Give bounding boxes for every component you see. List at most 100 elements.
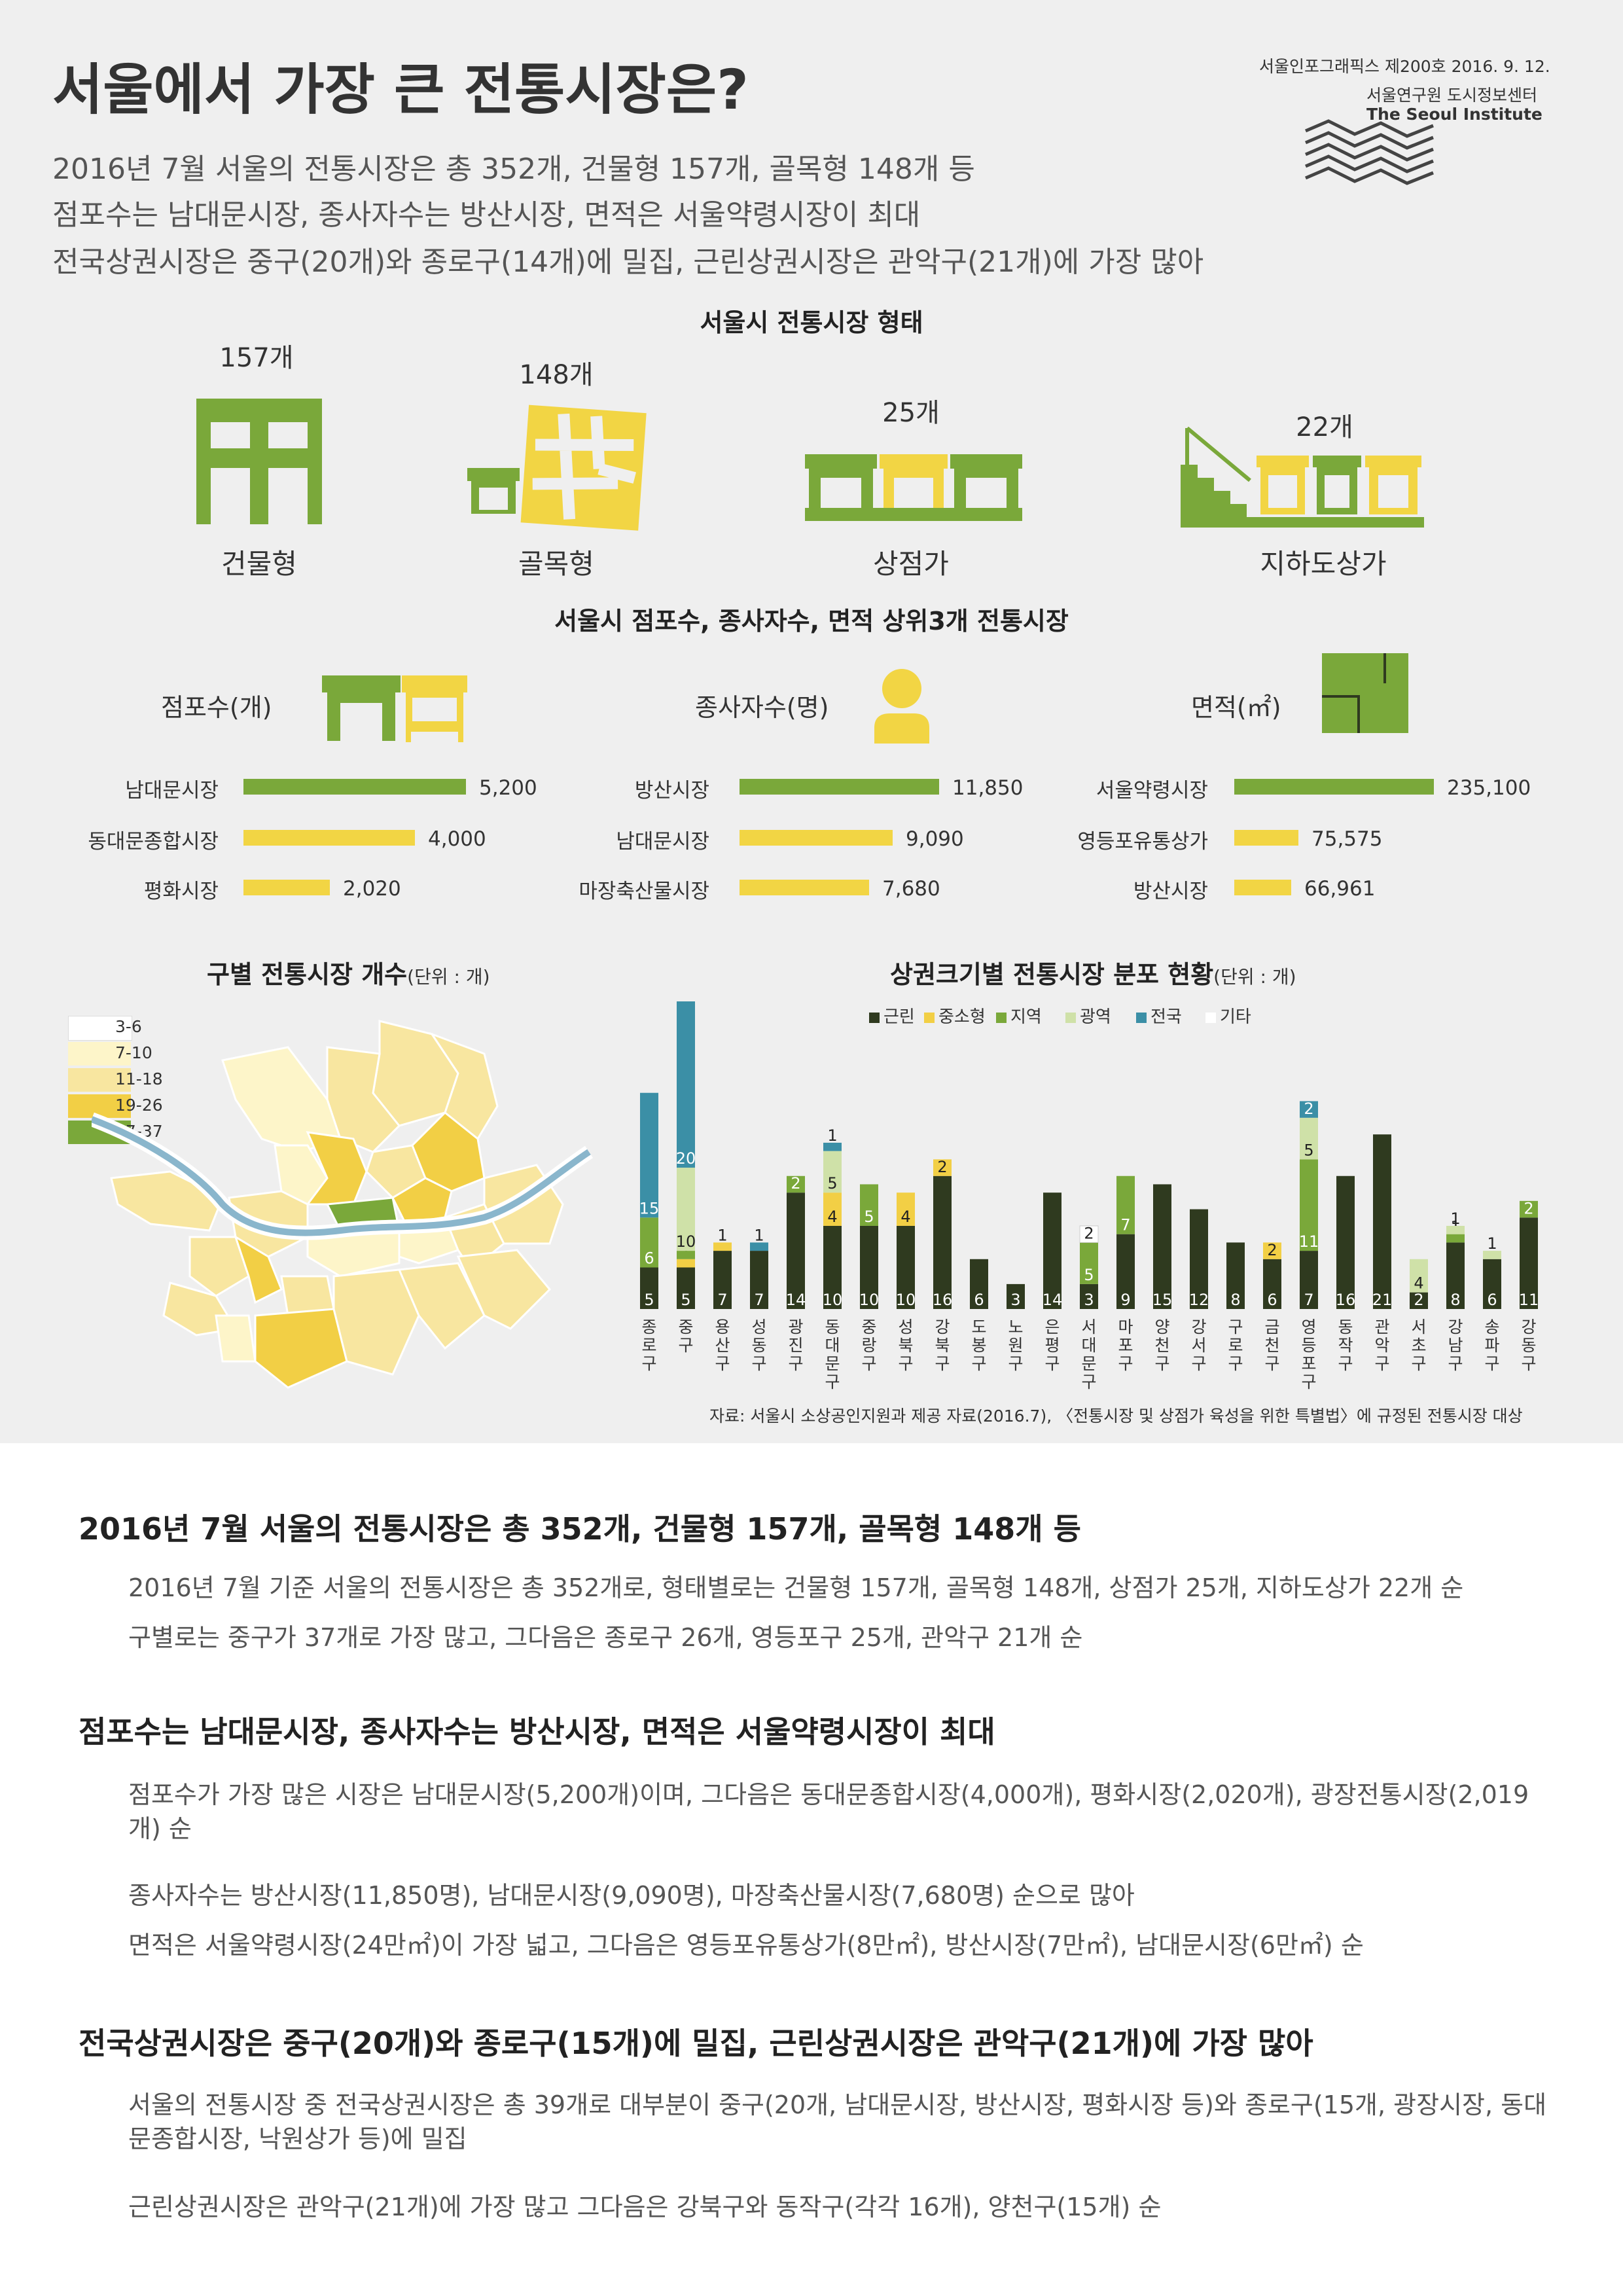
- data-label: 7: [1120, 1216, 1130, 1234]
- bar-segment: [823, 1142, 842, 1151]
- type-count-alley: 148개: [519, 360, 594, 390]
- bar-segment: [1373, 1134, 1391, 1309]
- data-label: 3: [1010, 1291, 1020, 1309]
- data-label: 6: [644, 1249, 654, 1267]
- data-label: 1: [1450, 1210, 1460, 1228]
- data-label: 11: [1299, 1232, 1319, 1251]
- legend-label-3: 광역: [1080, 1007, 1111, 1027]
- workers-heading: 종사자수(명): [695, 693, 829, 722]
- stores-name-3: 평화시장: [143, 880, 219, 903]
- data-label: 2: [937, 1158, 947, 1176]
- data-label: 8: [1230, 1291, 1240, 1309]
- category-label: 문: [825, 1354, 840, 1373]
- legend-swatch: [68, 1094, 131, 1118]
- legend-swatch-5: [1205, 1013, 1216, 1023]
- data-label: 14: [786, 1291, 806, 1309]
- category-label: 구: [1154, 1354, 1169, 1373]
- bar-segment: [1446, 1234, 1465, 1243]
- underground-mall-icon: [1181, 426, 1424, 528]
- stores-bar-2: [243, 830, 415, 846]
- category-label: 구: [715, 1354, 730, 1373]
- legend-label: 11-18: [115, 1069, 163, 1088]
- section-3-para-1: 서울의 전통시장 중 전국상권시장은 총 39개로 대부분이 중구(20개, 남…: [128, 2090, 1547, 2153]
- bar-segment: [1410, 1292, 1428, 1309]
- map-title-block: 구별 전통시장 개수(단위 : 개): [207, 954, 490, 990]
- bar-segment: [787, 1175, 805, 1193]
- category-label: 작: [1338, 1336, 1353, 1355]
- data-label: 10: [676, 1232, 696, 1251]
- category-label: 봉: [971, 1336, 986, 1355]
- types-title: 서울시 전통시장 형태: [700, 308, 923, 337]
- data-label: 6: [1267, 1291, 1277, 1309]
- category-label: 구: [1264, 1354, 1279, 1373]
- category-label: 송: [1484, 1318, 1499, 1336]
- legend-label-4: 전국: [1150, 1007, 1182, 1027]
- legend-label: 3-6: [115, 1017, 142, 1036]
- section-1-heading: 2016년 7월 서울의 전통시장은 총 352개, 건물형 157개, 골목형…: [79, 1511, 1081, 1547]
- data-label: 21: [1372, 1291, 1393, 1309]
- bar-segment: [860, 1225, 878, 1309]
- legend-label-1: 중소형: [938, 1007, 986, 1027]
- workers-name-1: 방산시장: [634, 779, 709, 802]
- data-label: 5: [644, 1291, 654, 1309]
- data-label: 15: [639, 1199, 660, 1217]
- bar-segment: [823, 1193, 842, 1226]
- category-label: 서: [1191, 1336, 1206, 1355]
- subtitle-2: 점포수는 남대문시장, 종사자수는 방산시장, 면적은 서울약령시장이 최대: [52, 198, 921, 232]
- category-label: 천: [1154, 1336, 1169, 1355]
- category-label: 등: [1301, 1336, 1316, 1355]
- data-label: 1: [754, 1226, 764, 1244]
- district-yeongdeungpo: [234, 1234, 283, 1304]
- bar-segment: [897, 1225, 915, 1309]
- data-label: 2: [791, 1174, 800, 1193]
- subtitle-1: 2016년 7월 서울의 전통시장은 총 352개, 건물형 157개, 골목형…: [52, 152, 975, 186]
- bar-segment: [1080, 1283, 1098, 1309]
- bar-segment: [1116, 1234, 1135, 1309]
- issue-info: 서울인포그래픽스 제200호 2016. 9. 12.: [1259, 57, 1550, 76]
- chart-source: 자료: 서울시 소상공인지원과 제공 자료(2016.7), 〈전통시장 및 상…: [709, 1407, 1523, 1426]
- data-label: 5: [1084, 1266, 1094, 1284]
- category-label: 포: [1118, 1336, 1133, 1355]
- workers-value-3: 7,680: [882, 877, 940, 901]
- category-label: 남: [1448, 1336, 1463, 1355]
- bar-segment: [1520, 1217, 1538, 1309]
- bar-segment: [933, 1159, 952, 1176]
- category-label: 구: [1521, 1354, 1536, 1373]
- data-label: 7: [754, 1291, 764, 1309]
- area-value-2: 75,575: [1311, 827, 1383, 851]
- data-label: 20: [676, 1149, 696, 1168]
- chart-unit: (단위 : 개): [1213, 966, 1296, 988]
- data-label: 6: [974, 1291, 984, 1309]
- bar-segment: [823, 1225, 842, 1309]
- data-label: 2: [1414, 1291, 1423, 1309]
- data-label: 9: [1120, 1291, 1130, 1309]
- institute-logo: [1305, 119, 1434, 185]
- district-songpa: [456, 1249, 552, 1330]
- category-label: 양: [1154, 1318, 1169, 1336]
- stores-name-2: 동대문종합시장: [88, 830, 219, 853]
- seoul-district-map: [92, 1020, 594, 1389]
- bar-segment: [1446, 1242, 1465, 1309]
- category-label: 원: [1008, 1336, 1023, 1355]
- data-label: 8: [1450, 1291, 1460, 1309]
- category-label: 구: [1228, 1354, 1243, 1373]
- category-label: 도: [971, 1318, 986, 1336]
- data-label: 1: [1487, 1234, 1497, 1253]
- bar-segment: [677, 1168, 695, 1251]
- data-label: 4: [827, 1208, 837, 1226]
- area-value-1: 235,100: [1447, 776, 1531, 800]
- stores-bar-3: [243, 880, 330, 895]
- bar-segment: [1483, 1259, 1501, 1309]
- category-label: 구: [1228, 1318, 1243, 1336]
- category-label: 강: [935, 1318, 950, 1336]
- bar-segment: [1300, 1117, 1318, 1160]
- building-type-icon: [196, 399, 322, 524]
- legend-label-2: 지역: [1010, 1007, 1042, 1027]
- district-geumcheon: [215, 1314, 257, 1363]
- category-label: 은: [1044, 1318, 1060, 1336]
- area-value-3: 66,961: [1304, 877, 1376, 901]
- area-heading: 면적(㎡): [1191, 693, 1281, 722]
- bar-segment: [1080, 1242, 1098, 1284]
- category-label: 구: [678, 1336, 693, 1355]
- top3-title: 서울시 점포수, 종사자수, 면적 상위3개 전통시장: [554, 607, 1069, 636]
